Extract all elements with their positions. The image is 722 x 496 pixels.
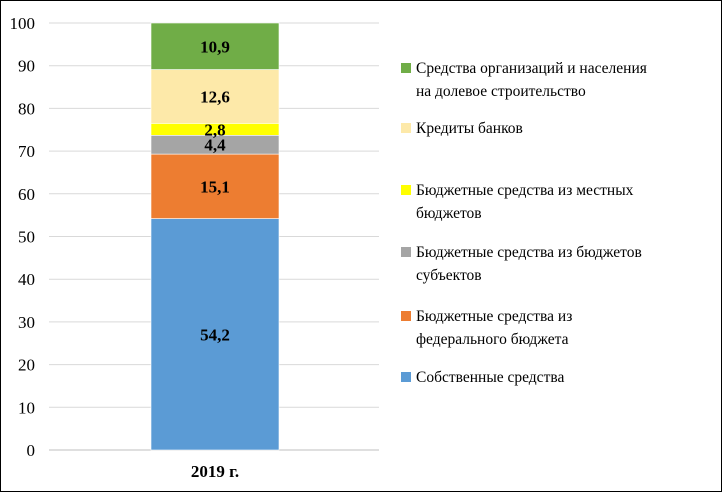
y-tick-label: 80 — [18, 99, 35, 118]
y-tick-label: 40 — [18, 270, 35, 289]
y-tick-label: 100 — [10, 14, 36, 33]
legend-label: Бюджетные средства из — [416, 308, 572, 325]
bars: 54,2 15,1 4,42,8 12,6 10,9 — [150, 22, 280, 451]
data-label: 10,9 — [200, 37, 230, 56]
legend-label: субъектов — [416, 267, 482, 284]
y-tick-label: 90 — [18, 57, 35, 76]
legend-swatch — [401, 247, 411, 257]
legend-swatch — [401, 185, 411, 195]
data-label: 15,1 — [200, 177, 230, 196]
y-tick-label: 20 — [18, 356, 35, 375]
bar-segment — [150, 69, 280, 124]
y-tick-label: 0 — [27, 441, 36, 460]
y-tick-label: 50 — [18, 228, 35, 247]
x-axis: 2019 г. — [191, 462, 239, 481]
legend-label: Бюджетные средства из местных — [416, 182, 634, 199]
y-tick-label: 10 — [18, 398, 35, 417]
data-label: 2,8 — [204, 120, 225, 139]
y-tick-label: 60 — [18, 185, 35, 204]
legend-swatch — [401, 311, 411, 321]
legend-label: Собственные средства — [416, 369, 564, 386]
y-tick-label: 30 — [18, 313, 35, 332]
bar-segment — [150, 22, 280, 70]
legend-swatch — [401, 372, 411, 382]
legend-label: Средства организаций и населения — [416, 60, 647, 77]
data-label: 4,4 — [204, 136, 226, 155]
legend-label: Кредиты банков — [416, 120, 523, 137]
legend-label: на долевое строительство — [416, 83, 586, 100]
data-label: 12,6 — [200, 87, 230, 106]
y-tick-label: 70 — [18, 142, 35, 161]
legend: Средства организаций и населения на долев… — [401, 60, 647, 386]
bar-segment — [150, 218, 280, 451]
legend-swatch — [401, 123, 411, 133]
bar-segment — [150, 153, 280, 219]
legend-label: федерального бюджета — [416, 331, 569, 348]
legend-label: Бюджетные средства из бюджетов — [416, 244, 642, 261]
x-category-label: 2019 г. — [191, 462, 239, 481]
y-axis: 0 10 20 30 40 50 60 70 80 90 100 — [10, 14, 36, 460]
legend-label: бюджетов — [416, 205, 482, 222]
data-label: 54,2 — [200, 325, 230, 344]
legend-swatch — [401, 63, 411, 73]
